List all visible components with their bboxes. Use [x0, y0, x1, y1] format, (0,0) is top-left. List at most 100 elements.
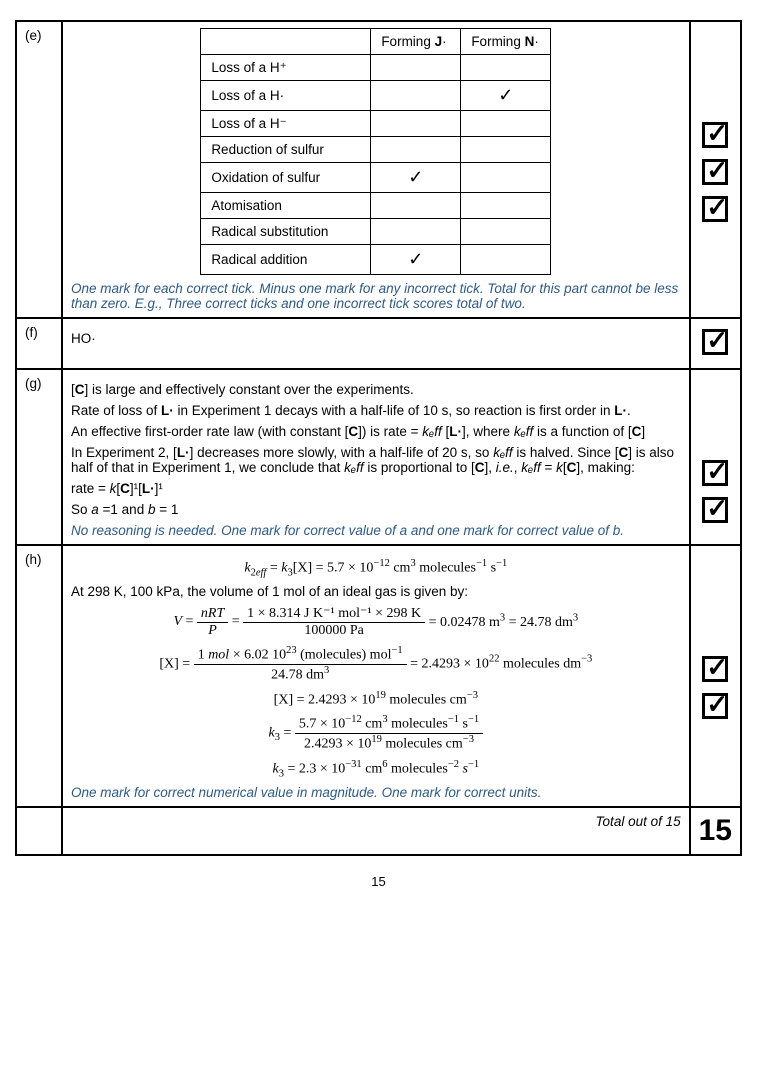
marks-cell-h — [690, 545, 741, 807]
t: ], — [484, 460, 495, 475]
t: L· — [177, 445, 190, 460]
eq-X2: [X] = 2.4293 × 1019 molecules cm−3 — [71, 690, 681, 709]
part-content-h: k2eff = k3[X] = 5.7 × 10−12 cm3 molecule… — [62, 545, 690, 807]
mark-checkbox-icon — [702, 159, 728, 185]
t: a — [91, 502, 99, 517]
options-blank-header — [201, 29, 371, 55]
t: =1 and — [99, 502, 148, 517]
eq-k3: k3 = 5.7 × 10−12 cm3 molecules−1 s−12.42… — [71, 714, 681, 752]
t: = 1 — [155, 502, 178, 517]
t: kₑff — [344, 460, 363, 475]
g-line-6: So a =1 and b = 1 — [71, 502, 681, 517]
t: C — [475, 460, 485, 475]
t: i.e. — [496, 460, 514, 475]
option-row-label: Radical substitution — [201, 219, 371, 245]
t: kₑff — [514, 424, 533, 439]
sym-c: C — [75, 382, 85, 397]
part-label-g: (g) — [16, 369, 62, 545]
option-cell: ✓ — [371, 245, 461, 275]
t: ] decreases more slowly, with a half-lif… — [190, 445, 494, 460]
marking-note-g: No reasoning is needed. One mark for cor… — [71, 523, 681, 538]
eq-X: [X] = 1 mol × 6.02 1023 (molecules) mol−… — [71, 645, 681, 683]
t: kₑff — [422, 424, 441, 439]
t: is halved. Since [ — [513, 445, 619, 460]
total-blank — [16, 807, 62, 855]
t: C — [348, 424, 358, 439]
row-f: (f) HO· — [16, 318, 741, 369]
option-cell: ✓ — [371, 163, 461, 193]
option-cell — [461, 219, 551, 245]
t: ], making: — [576, 460, 635, 475]
g-text: in Experiment 1 decays with a half-life … — [174, 403, 614, 418]
sym-l: L· — [614, 403, 627, 418]
marks-cell-e — [690, 21, 741, 318]
g-line-4: In Experiment 2, [L·] decreases more slo… — [71, 445, 681, 475]
mark-checkbox-icon — [702, 196, 728, 222]
row-g: (g) [C][C] is large and effectively cons… — [16, 369, 741, 545]
option-row-label: Loss of a H· — [201, 81, 371, 111]
page: (e) Forming J· Forming N· Loss of a H⁺ L… — [0, 0, 757, 929]
eq-k2eff: k2eff = k3[X] = 5.7 × 10−12 cm3 molecule… — [71, 558, 681, 578]
t: L· — [449, 424, 462, 439]
option-cell — [371, 219, 461, 245]
part-label-e: (e) — [16, 21, 62, 318]
mark-checkbox-icon — [702, 329, 728, 355]
option-row-label: Loss of a H⁻ — [201, 111, 371, 137]
sym-l: L· — [161, 403, 174, 418]
part-content-e: Forming J· Forming N· Loss of a H⁺ Loss … — [62, 21, 690, 318]
part-label-h: (h) — [16, 545, 62, 807]
option-row-label: Reduction of sulfur — [201, 137, 371, 163]
option-row-label: Radical addition — [201, 245, 371, 275]
t: k — [556, 460, 563, 475]
t: = — [541, 460, 556, 475]
part-label-f: (f) — [16, 318, 62, 369]
t: ]¹ — [155, 481, 163, 496]
marking-note-h: One mark for correct numerical value in … — [71, 785, 681, 800]
g-line-5: rate = k[C]¹[L·]¹ — [71, 481, 681, 496]
options-header-n: Forming N· — [461, 29, 551, 55]
t: is a function of [ — [533, 424, 631, 439]
option-cell — [371, 111, 461, 137]
marking-note-e: One mark for each correct tick. Minus on… — [71, 281, 681, 311]
answer-f: HO· — [71, 331, 681, 346]
total-value: 15 — [690, 807, 741, 855]
option-cell — [461, 193, 551, 219]
t: In Experiment 2, [ — [71, 445, 177, 460]
t: ]) is rate = — [358, 424, 422, 439]
option-row-label: Oxidation of sulfur — [201, 163, 371, 193]
mark-checkbox-icon — [702, 656, 728, 682]
t: 100000 Pa — [243, 623, 425, 639]
row-h: (h) k2eff = k3[X] = 5.7 × 10−12 cm3 mole… — [16, 545, 741, 807]
mark-checkbox-icon — [702, 693, 728, 719]
option-row-label: Atomisation — [201, 193, 371, 219]
option-cell — [371, 55, 461, 81]
g-line-2: Rate of loss of L· in Experiment 1 decay… — [71, 403, 681, 418]
t: kₑff — [493, 445, 512, 460]
total-label: Total out of 15 — [62, 807, 690, 855]
option-cell — [461, 137, 551, 163]
h-line-1: At 298 K, 100 kPa, the volume of 1 mol o… — [71, 584, 681, 599]
option-cell — [461, 111, 551, 137]
g-text: . — [627, 403, 631, 418]
option-cell — [461, 55, 551, 81]
eq-k3r: k3 = 2.3 × 10−31 cm6 molecules−2 s−1 — [71, 759, 681, 779]
t: 1 × 8.314 J K⁻¹ mol⁻¹ × 298 K — [243, 605, 425, 623]
t: An effective first-order rate law (with … — [71, 424, 348, 439]
page-number: 15 — [15, 874, 742, 889]
option-cell: ✓ — [461, 81, 551, 111]
t: rate = — [71, 481, 110, 496]
option-cell — [371, 193, 461, 219]
t: ], where — [462, 424, 514, 439]
options-table: Forming J· Forming N· Loss of a H⁺ Loss … — [200, 28, 551, 275]
mark-checkbox-icon — [702, 122, 728, 148]
t: is proportional to [ — [364, 460, 475, 475]
g-line-3: An effective first-order rate law (with … — [71, 424, 681, 439]
part-content-g: [C][C] is large and effectively constant… — [62, 369, 690, 545]
t: C — [618, 445, 628, 460]
row-total: Total out of 15 15 — [16, 807, 741, 855]
t: C — [567, 460, 577, 475]
option-cell — [461, 245, 551, 275]
marking-grid: (e) Forming J· Forming N· Loss of a H⁺ L… — [15, 20, 742, 856]
options-header-j: Forming J· — [371, 29, 461, 55]
t: ] — [641, 424, 645, 439]
